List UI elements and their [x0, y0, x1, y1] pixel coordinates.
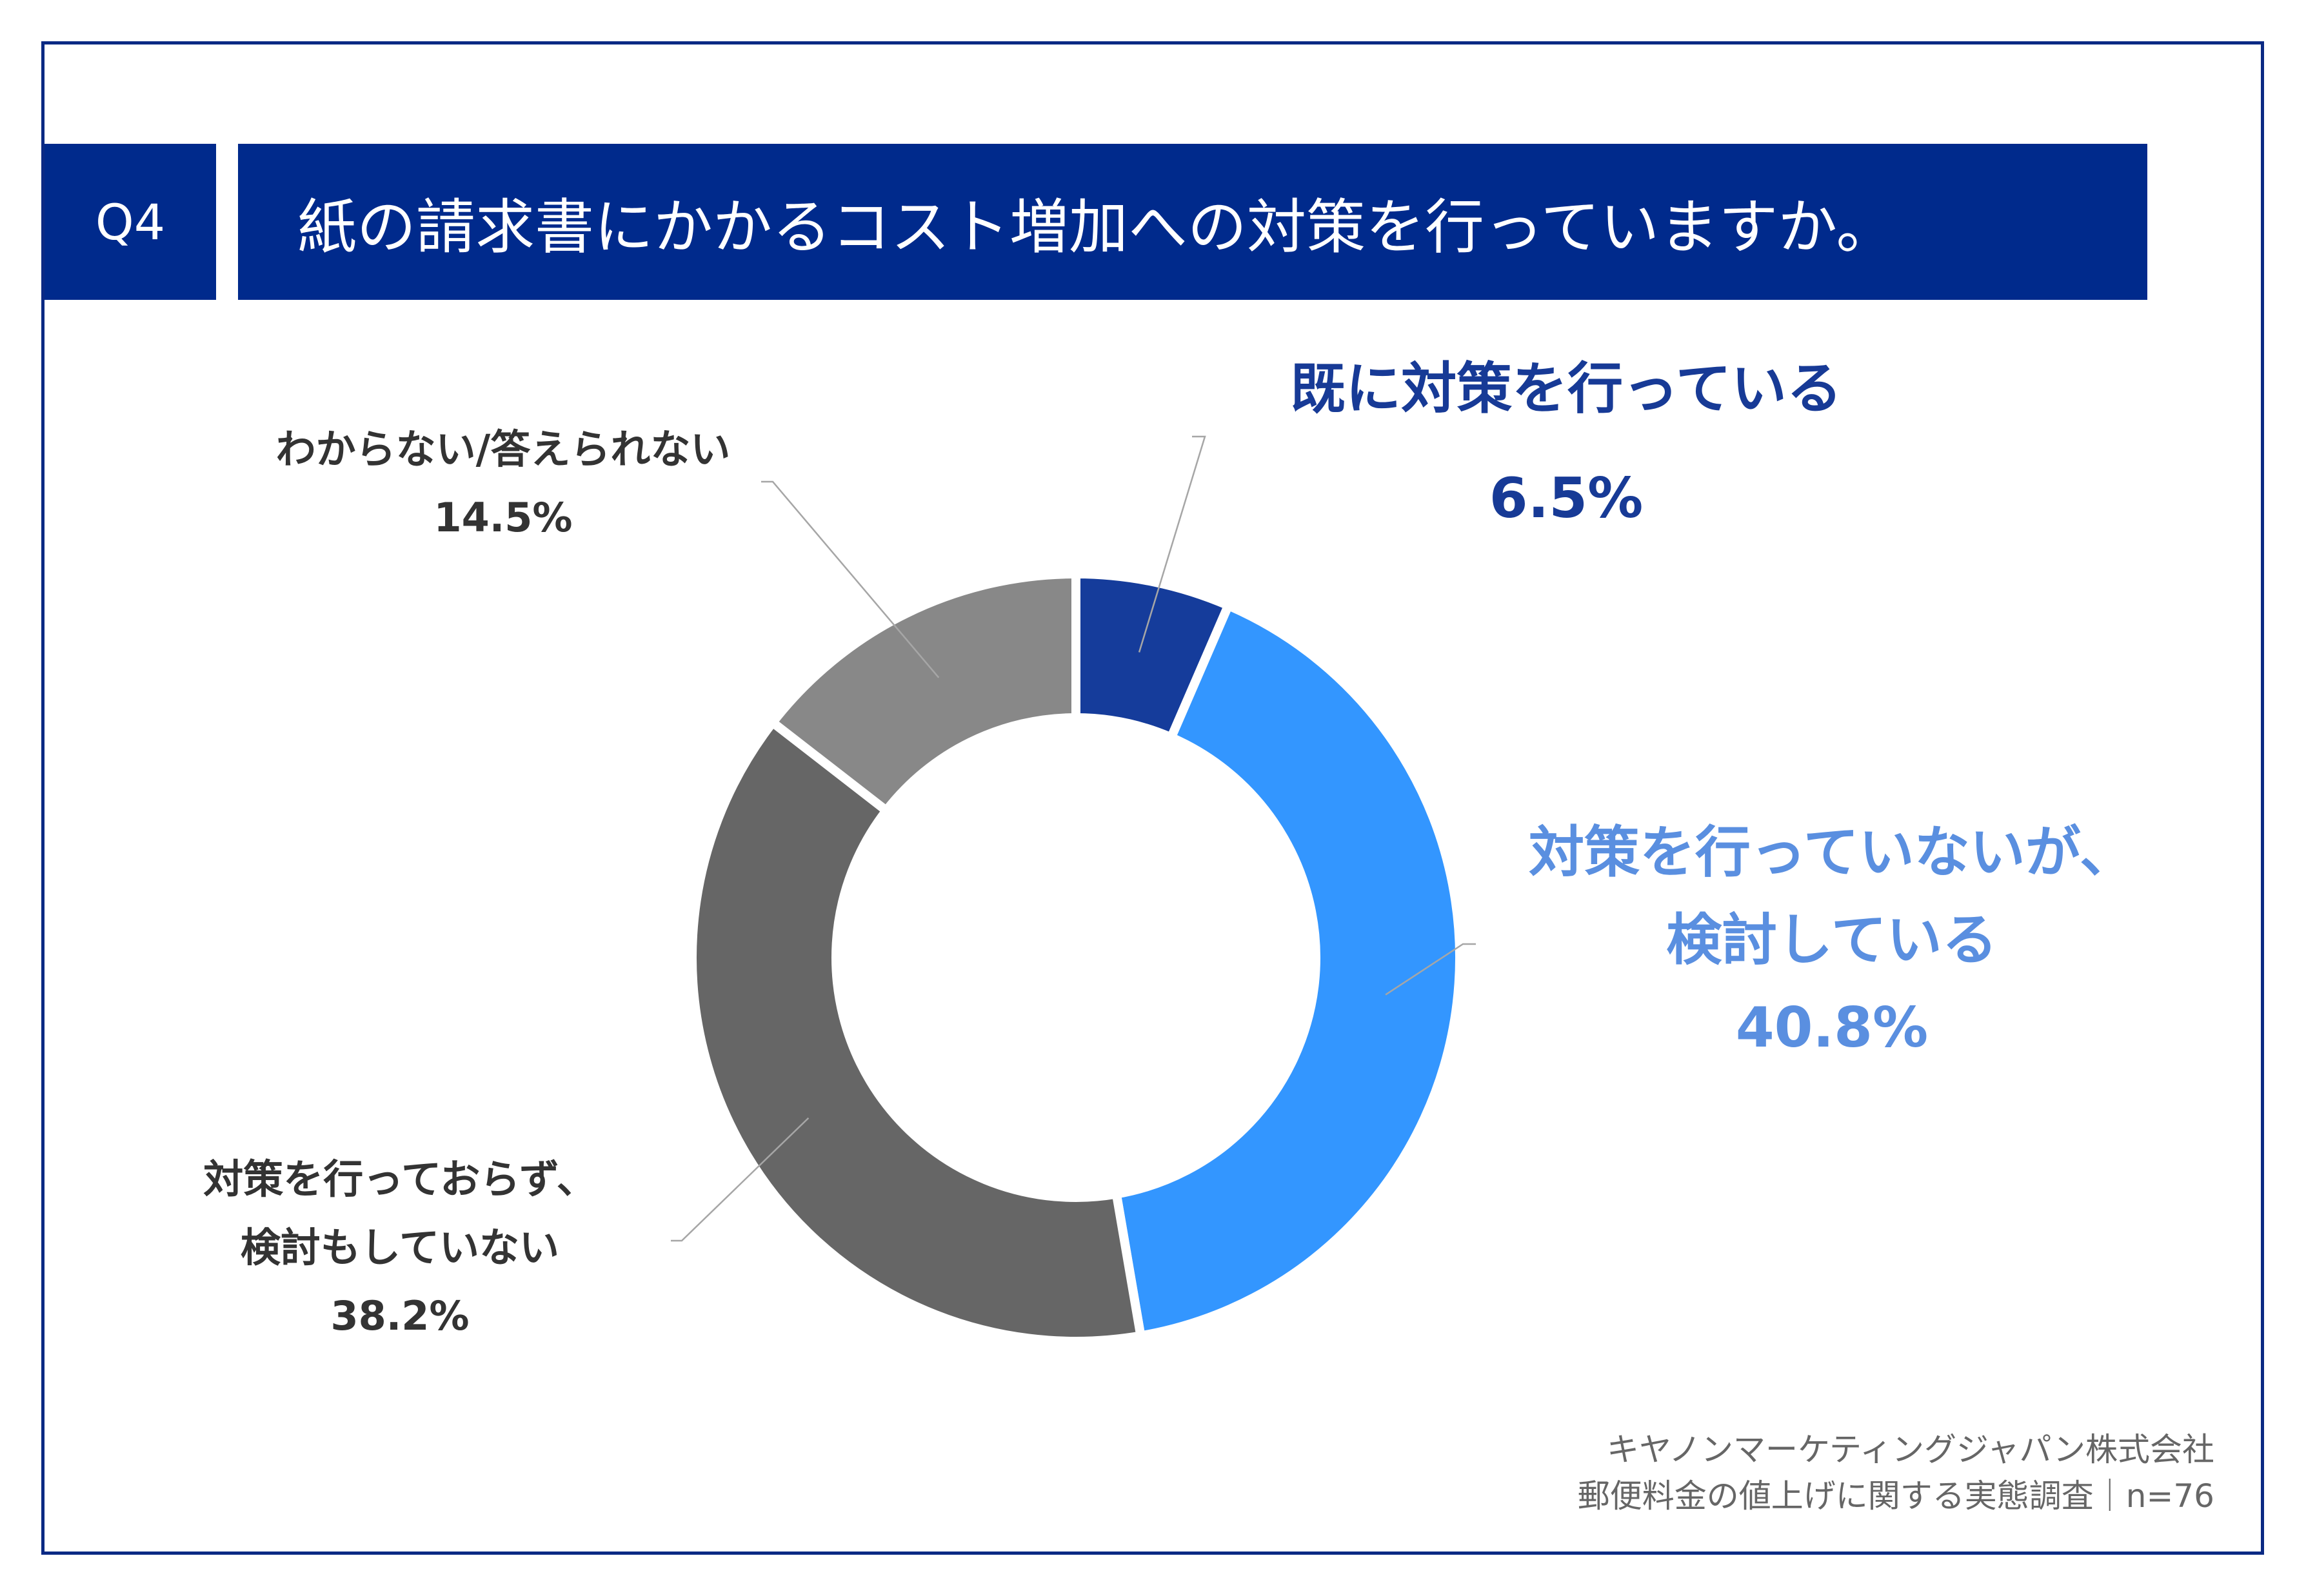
leader-line-not-considering	[671, 1117, 810, 1242]
leader-line-considering	[1385, 943, 1476, 996]
slice-label-not-considering-line1: 対策を行っておらず、	[203, 1156, 597, 1203]
leader-line-already	[1138, 435, 1206, 653]
chart-frame: Q4 紙の請求書にかかるコスト増加への対策を行っていますか。	[41, 41, 2264, 1555]
slice-label-not-considering-value: 38.2%	[330, 1292, 470, 1339]
slice-label-not-considering: 対策を行っておらず、 検討もしていない 38.2%	[135, 1145, 664, 1350]
slice-label-already-name: 既に対策を行っている	[1290, 357, 1842, 421]
slice-label-considering-value: 40.8%	[1735, 996, 1929, 1060]
slice-label-not-considering-line2: 検討もしていない	[240, 1224, 560, 1271]
leader-line-unknown	[761, 480, 940, 678]
slice-label-unknown: わからない/答えられない 14.5%	[213, 415, 793, 552]
source-survey: 郵便料金の値上げに関する実態調査｜n=76	[1577, 1477, 2214, 1515]
slice-label-considering-line1: 対策を行っていないが、	[1529, 820, 2135, 885]
donut-slice-considering	[1111, 599, 1464, 1341]
slice-label-unknown-name: わからない/答えられない	[275, 426, 731, 473]
slice-label-already-value: 6.5%	[1489, 466, 1644, 531]
donut-slice-unknown	[766, 569, 1080, 817]
question-number-badge: Q4	[45, 144, 216, 300]
slice-label-considering: 対策を行っていないが、 検討している 40.8%	[1471, 809, 2193, 1072]
source-company: キヤノンマーケティングジャパン株式会社	[1607, 1431, 2214, 1468]
slice-label-considering-line2: 検討している	[1666, 908, 1998, 972]
donut-slice-not-considering	[688, 716, 1146, 1346]
slice-label-unknown-value: 14.5%	[433, 494, 573, 541]
question-title: 紙の請求書にかかるコスト増加への対策を行っていますか。	[238, 144, 2147, 300]
slice-label-already: 既に対策を行っている 6.5%	[1186, 334, 1947, 553]
source-note: キヤノンマーケティングジャパン株式会社 郵便料金の値上げに関する実態調査｜n=7…	[1578, 1426, 2214, 1519]
